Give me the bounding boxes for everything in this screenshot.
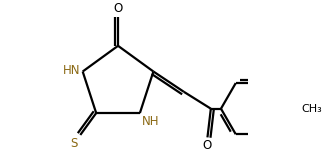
Text: NH: NH (142, 115, 159, 128)
Text: O: O (203, 139, 212, 152)
Text: HN: HN (63, 64, 80, 77)
Text: CH₃: CH₃ (301, 104, 322, 114)
Text: O: O (113, 2, 123, 15)
Text: S: S (70, 137, 78, 150)
